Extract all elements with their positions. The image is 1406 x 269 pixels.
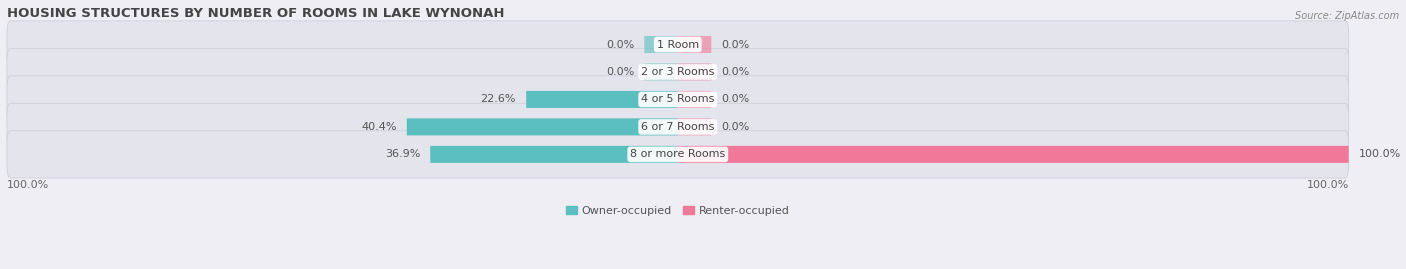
FancyBboxPatch shape (406, 118, 678, 135)
FancyBboxPatch shape (678, 118, 711, 135)
Text: 4 or 5 Rooms: 4 or 5 Rooms (641, 94, 714, 104)
FancyBboxPatch shape (678, 36, 711, 53)
Text: 0.0%: 0.0% (721, 40, 749, 49)
Text: 2 or 3 Rooms: 2 or 3 Rooms (641, 67, 714, 77)
Text: 100.0%: 100.0% (1306, 180, 1348, 190)
Text: 1 Room: 1 Room (657, 40, 699, 49)
Text: 0.0%: 0.0% (721, 67, 749, 77)
Text: 0.0%: 0.0% (721, 94, 749, 104)
FancyBboxPatch shape (7, 48, 1348, 95)
FancyBboxPatch shape (644, 36, 678, 53)
Text: 8 or more Rooms: 8 or more Rooms (630, 149, 725, 159)
Text: 40.4%: 40.4% (361, 122, 396, 132)
Text: Source: ZipAtlas.com: Source: ZipAtlas.com (1295, 11, 1399, 21)
Text: 100.0%: 100.0% (7, 180, 49, 190)
FancyBboxPatch shape (7, 103, 1348, 151)
Text: 100.0%: 100.0% (1358, 149, 1400, 159)
FancyBboxPatch shape (678, 63, 711, 80)
FancyBboxPatch shape (644, 63, 678, 80)
Text: 0.0%: 0.0% (606, 40, 634, 49)
Text: 36.9%: 36.9% (385, 149, 420, 159)
Text: 6 or 7 Rooms: 6 or 7 Rooms (641, 122, 714, 132)
Text: 22.6%: 22.6% (481, 94, 516, 104)
FancyBboxPatch shape (678, 91, 711, 108)
FancyBboxPatch shape (526, 91, 678, 108)
FancyBboxPatch shape (678, 146, 1348, 163)
Text: 0.0%: 0.0% (606, 67, 634, 77)
FancyBboxPatch shape (430, 146, 678, 163)
FancyBboxPatch shape (7, 21, 1348, 68)
Text: 0.0%: 0.0% (721, 122, 749, 132)
Legend: Owner-occupied, Renter-occupied: Owner-occupied, Renter-occupied (561, 201, 794, 220)
Text: HOUSING STRUCTURES BY NUMBER OF ROOMS IN LAKE WYNONAH: HOUSING STRUCTURES BY NUMBER OF ROOMS IN… (7, 7, 505, 20)
FancyBboxPatch shape (7, 131, 1348, 178)
FancyBboxPatch shape (7, 76, 1348, 123)
